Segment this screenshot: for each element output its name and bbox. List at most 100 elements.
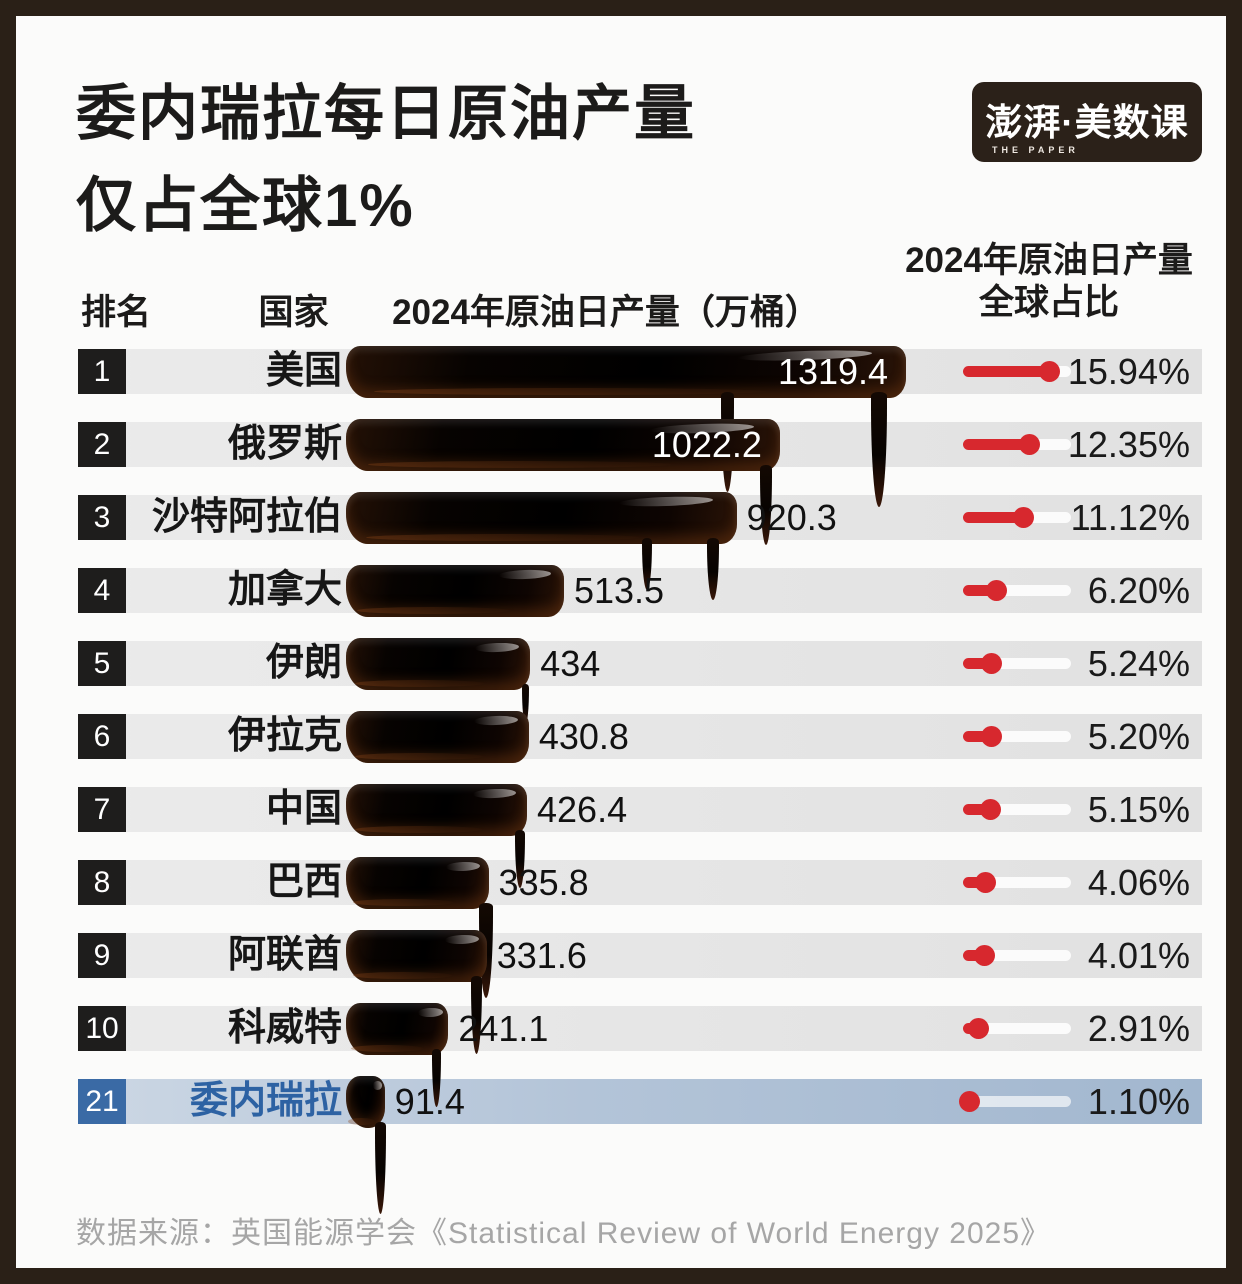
rank-badge: 7: [78, 787, 126, 832]
oil-drip: [522, 684, 530, 724]
table-row: 4 加拿大 513.5 6.20%: [78, 565, 1202, 617]
country-label: 加拿大: [227, 569, 342, 611]
share-dot-icon: [968, 1018, 990, 1039]
share-track: [963, 799, 1071, 820]
production-value-label: 91.4: [394, 1081, 465, 1122]
country-label: 伊朗: [265, 642, 342, 684]
oil-drip: [641, 538, 652, 590]
share-bar: [963, 585, 997, 596]
production-value-label: 426.4: [537, 789, 628, 830]
oil-bar: [346, 419, 780, 545]
production-value-label: 331.6: [496, 935, 587, 976]
share-bar: [963, 877, 985, 888]
share-bar: [963, 439, 1030, 450]
share-bar: [963, 512, 1024, 523]
country-label: 科威特: [227, 1007, 342, 1049]
share-bar: [963, 804, 991, 815]
rank-badge: 10: [78, 1006, 126, 1051]
rank-badge: 2: [78, 422, 126, 467]
table-row: 2 俄罗斯 1022.2 12.35%: [78, 419, 1202, 545]
share-bar: [963, 950, 985, 961]
country-label: 阿联酋: [227, 934, 342, 976]
share-percent-label: 15.94%: [1067, 351, 1190, 392]
oil-drip: [515, 830, 525, 888]
production-value-label: 920.3: [746, 497, 837, 538]
share-dot-icon: [980, 653, 1002, 674]
oil-bar: [346, 492, 737, 600]
share-percent-label: 5.20%: [1087, 716, 1190, 757]
column-header-share: 2024年原油日产量 全球占比: [905, 241, 1193, 322]
table-row: 3 沙特阿拉伯 920.3 11.12%: [78, 492, 1202, 600]
oil-drip: [759, 465, 772, 545]
rank-badge: 6: [78, 714, 126, 759]
table-row: 9 阿联酋 331.6 4.01%: [78, 930, 1202, 1054]
production-value-label: 335.8: [498, 862, 589, 903]
oil-bar: [346, 784, 527, 888]
production-value-label: 1022.2: [651, 424, 762, 465]
oil-bar: [346, 1076, 386, 1214]
share-track: [963, 361, 1071, 382]
production-value-label: 1319.4: [777, 351, 889, 392]
production-value-label: 434: [540, 643, 601, 684]
publisher-logo: 澎湃·美数课 THE PAPER: [972, 82, 1202, 162]
rank-badge: 4: [78, 568, 126, 613]
table-row: 6 伊拉克 430.8 5.20%: [78, 711, 1202, 763]
country-label: 巴西: [265, 861, 342, 903]
share-percent-label: 11.12%: [1070, 497, 1190, 538]
chart-rows: 1 美国 1319.4 15.94% 2 俄罗斯 1022.2 12.35% 3…: [78, 346, 1202, 1214]
oil-bar: [346, 565, 564, 617]
share-dot-icon: [1019, 434, 1041, 455]
data-source-note: 数据来源：英国能源学会《Statistical Review of World …: [76, 1217, 1052, 1250]
oil-drip: [706, 538, 719, 600]
rank-badge: 5: [78, 641, 126, 686]
share-dot-icon: [980, 799, 1002, 820]
oil-bar: [346, 1003, 449, 1107]
share-percent-label: 2.91%: [1087, 1008, 1190, 1049]
production-value-label: 241.1: [458, 1008, 549, 1049]
share-percent-label: 5.15%: [1087, 789, 1190, 830]
share-dot-icon: [1038, 361, 1060, 382]
page-title: 委内瑞拉每日原油产量 仅占全球1%: [76, 80, 696, 239]
column-header-rank: 排名: [80, 293, 151, 332]
share-track: [959, 1091, 1071, 1112]
share-percent-label: 12.35%: [1067, 424, 1190, 465]
share-percent-label: 4.01%: [1087, 935, 1190, 976]
country-label: 美国: [265, 350, 342, 392]
share-track: [963, 653, 1071, 674]
production-value-label: 513.5: [573, 570, 665, 611]
share-track: [963, 507, 1071, 528]
rank-badge: 21: [78, 1079, 126, 1124]
share-dot-icon: [959, 1091, 980, 1112]
logo-subtext: THE PAPER: [992, 145, 1079, 155]
share-track: [963, 872, 1071, 893]
column-header-country: 国家: [258, 293, 329, 332]
share-track: [963, 726, 1071, 747]
oil-drip: [374, 1122, 386, 1214]
share-dot-icon: [986, 580, 1008, 601]
share-track: [963, 434, 1071, 455]
country-label: 伊拉克: [227, 715, 342, 757]
country-label: 沙特阿拉伯: [151, 496, 342, 538]
country-label: 中国: [265, 788, 342, 830]
share-dot-icon: [974, 945, 996, 966]
share-percent-label: 1.10%: [1087, 1081, 1190, 1122]
share-bar: [963, 658, 992, 669]
share-percent-label: 4.06%: [1087, 862, 1190, 903]
column-header-production: 2024年原油日产量（万桶）: [392, 293, 820, 332]
share-track: [963, 1018, 1071, 1039]
rank-badge: 3: [78, 495, 126, 540]
country-label: 俄罗斯: [227, 423, 342, 465]
rank-badge: 1: [78, 349, 126, 394]
oil-bar: [346, 346, 907, 507]
table-row: 1 美国 1319.4 15.94%: [78, 346, 1202, 507]
share-percent-label: 6.20%: [1087, 570, 1190, 611]
oil-bar: [346, 930, 487, 1054]
table-row: 7 中国 426.4 5.15%: [78, 784, 1202, 888]
share-dot-icon: [1012, 507, 1034, 528]
oil-bar: [346, 857, 493, 998]
share-track: [963, 580, 1071, 601]
share-bar: [963, 366, 1050, 377]
table-row: 10 科威特 241.1 2.91%: [78, 1003, 1202, 1107]
share-bar: [963, 731, 992, 742]
